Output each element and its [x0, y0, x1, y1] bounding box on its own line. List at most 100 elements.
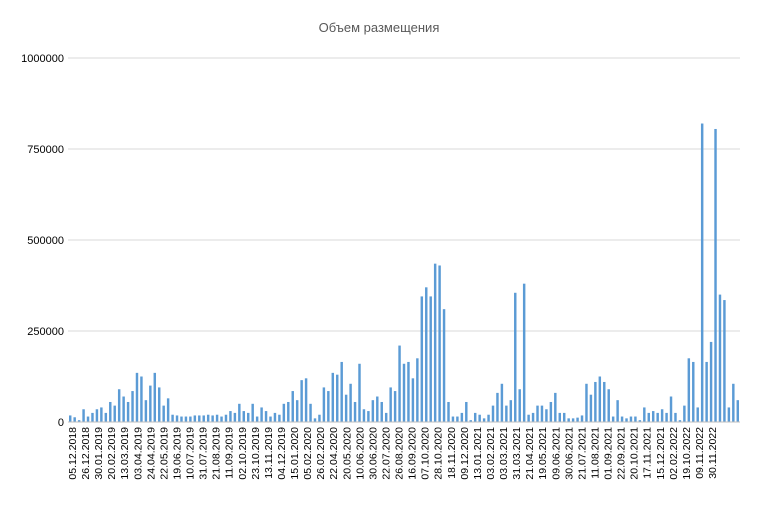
bar: [598, 376, 602, 422]
bar: [554, 392, 557, 422]
bar: [109, 401, 112, 422]
bar: [91, 412, 94, 422]
chart-title: Объем размещения: [319, 20, 440, 35]
bar: [344, 394, 348, 422]
bar: [571, 418, 575, 422]
y-tick-label: 0: [58, 417, 64, 429]
bar: [166, 398, 170, 422]
bar: [416, 358, 419, 422]
bar: [620, 416, 624, 422]
bar: [269, 416, 272, 422]
bar: [77, 420, 81, 422]
bar: [718, 294, 722, 422]
y-tick-label: 750000: [27, 144, 64, 156]
x-tick-label: 05.12.2018: [67, 427, 79, 480]
bar: [580, 415, 584, 422]
bar: [647, 412, 650, 422]
x-tick-label: 11.08.2021: [589, 427, 601, 479]
x-tick-label: 31.07.2019: [198, 427, 210, 480]
bar: [594, 381, 597, 422]
x-tick-label: 07.10.2020: [420, 427, 432, 480]
bar: [260, 407, 263, 422]
bar: [100, 407, 103, 422]
bar: [625, 418, 628, 422]
bar: [278, 414, 281, 422]
bar: [264, 411, 268, 422]
bar: [389, 387, 392, 422]
y-tick-label: 1000000: [21, 53, 64, 65]
x-tick-label: 26.12.2018: [80, 427, 92, 480]
x-tick-label: 03.03.2021: [498, 427, 510, 480]
x-tick-label: 05.02.2020: [302, 427, 314, 480]
x-tick-label: 11.09.2019: [224, 427, 236, 479]
x-tick-label: 30.06.2020: [367, 427, 379, 480]
bar: [287, 401, 290, 422]
bar: [607, 389, 610, 422]
bar: [509, 400, 513, 422]
bar: [705, 361, 708, 422]
bar: [327, 391, 330, 422]
bar: [460, 412, 464, 422]
bar: [567, 418, 570, 422]
bar: [340, 361, 343, 422]
bar: [527, 414, 530, 422]
x-tick-label: 03.04.2019: [132, 427, 144, 480]
x-tick-label: 30.11.2022: [707, 427, 719, 479]
bar: [451, 416, 455, 422]
x-tick-label: 26.08.2020: [394, 427, 406, 480]
x-tick-label: 09.06.2021: [550, 427, 562, 480]
bar: [545, 409, 548, 422]
bar: [660, 409, 664, 422]
bar: [273, 412, 277, 422]
x-tick-label: 01.09.2021: [603, 427, 615, 480]
bar: [255, 416, 259, 422]
bar: [304, 378, 308, 422]
x-axis-ticks: 05.12.2018 26.12.2018 30.01.2019 20.02.2019…: [67, 427, 719, 480]
bar: [131, 391, 134, 422]
bar: [135, 372, 139, 422]
bar: [122, 396, 125, 422]
bar: [251, 403, 254, 422]
bar: [393, 391, 397, 422]
bar: [215, 414, 219, 422]
bar: [113, 405, 116, 422]
bar: [291, 391, 294, 422]
bar: [336, 374, 339, 422]
bar: [380, 401, 383, 422]
bar: [189, 416, 192, 422]
bar: [616, 400, 619, 422]
x-tick-label: 24.04.2019: [145, 427, 157, 480]
x-tick-label: 02.02.2022: [668, 427, 680, 480]
x-tick-label: 17.11.2021: [642, 427, 654, 479]
bar: [665, 412, 668, 422]
bar: [456, 416, 459, 422]
bar: [447, 401, 450, 422]
bar: [69, 415, 72, 422]
bar: [651, 411, 655, 422]
x-tick-label: 22.04.2020: [328, 427, 340, 480]
bar: [438, 265, 441, 422]
bar: [603, 381, 606, 422]
bar: [242, 411, 246, 422]
bar: [656, 412, 659, 422]
x-tick-label: 13.03.2019: [119, 427, 131, 480]
bar: [629, 416, 633, 422]
bar: [473, 412, 477, 422]
x-tick-label: 10.06.2020: [354, 427, 366, 480]
bar: [349, 383, 352, 422]
bar: [585, 383, 588, 422]
x-tick-label: 19.05.2021: [537, 427, 549, 480]
bar: [362, 409, 366, 422]
bar: [714, 128, 717, 423]
bar: [692, 361, 695, 422]
bar: [198, 415, 201, 422]
bar: [247, 412, 250, 422]
bar: [322, 387, 326, 422]
bar: [643, 407, 646, 422]
bar: [540, 405, 544, 422]
bar: [518, 389, 521, 422]
bar: [576, 417, 579, 422]
bar: [674, 412, 677, 422]
x-tick-label: 30.01.2019: [93, 427, 105, 480]
x-tick-label: 19.06.2019: [171, 427, 183, 480]
